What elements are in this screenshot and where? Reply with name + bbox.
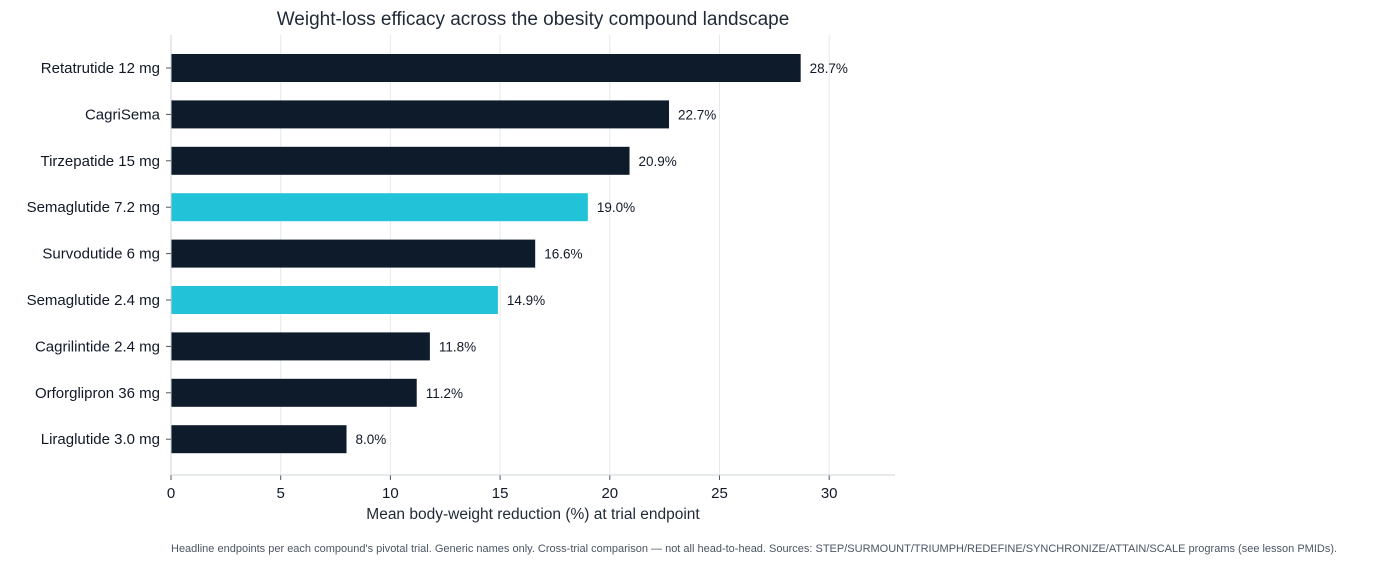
chart-title: Weight-loss efficacy across the obesity … — [277, 9, 790, 30]
data-label: 20.9% — [639, 154, 677, 169]
axes: 0 5 10 15 20 25 30 Retatrutide 12 mg CagriSema Ti… — [27, 35, 895, 502]
bar — [171, 286, 498, 314]
category-label: Liraglutide 3.0 mg — [41, 431, 160, 448]
bar — [171, 378, 417, 407]
x-tick-label: 0 — [167, 485, 175, 502]
bar — [171, 193, 588, 222]
category-label: Semaglutide 2.4 mg — [27, 292, 160, 309]
data-label: 14.9% — [507, 293, 545, 308]
bar — [171, 332, 430, 361]
data-label: 28.7% — [810, 61, 848, 76]
data-label: 8.0% — [356, 432, 387, 447]
bar — [171, 239, 536, 268]
footnote: Headline endpoints per each compound's p… — [171, 543, 1338, 555]
x-tick-label: 10 — [382, 485, 399, 502]
x-tick-label: 20 — [601, 485, 618, 502]
data-label: 11.2% — [426, 386, 463, 401]
data-label: 16.6% — [544, 247, 582, 262]
bars: 28.7% 22.7% 20.9% 19.0% 16.6% 14.9% 11.8% 11.2%… — [171, 54, 848, 454]
data-label: 19.0% — [597, 200, 635, 215]
bar — [171, 425, 347, 454]
x-tick-label: 15 — [492, 485, 509, 502]
bar — [171, 54, 801, 82]
bar — [171, 146, 630, 175]
x-tick-label: 5 — [277, 485, 285, 502]
data-label: 22.7% — [678, 107, 716, 122]
bar — [171, 100, 670, 129]
category-label: Cagrilintide 2.4 mg — [35, 338, 160, 355]
data-label: 11.8% — [439, 339, 476, 354]
category-label: Semaglutide 7.2 mg — [27, 199, 160, 216]
category-label: Orforglipron 36 mg — [35, 385, 160, 402]
category-label: CagriSema — [85, 106, 161, 123]
x-axis-title: Mean body-weight reduction (%) at trial … — [366, 506, 700, 523]
x-tick-label: 25 — [711, 485, 728, 502]
category-label: Retatrutide 12 mg — [41, 60, 160, 77]
x-tick-label: 30 — [821, 485, 838, 502]
category-label: Tirzepatide 15 mg — [40, 153, 160, 170]
category-label: Survodutide 6 mg — [42, 246, 160, 263]
